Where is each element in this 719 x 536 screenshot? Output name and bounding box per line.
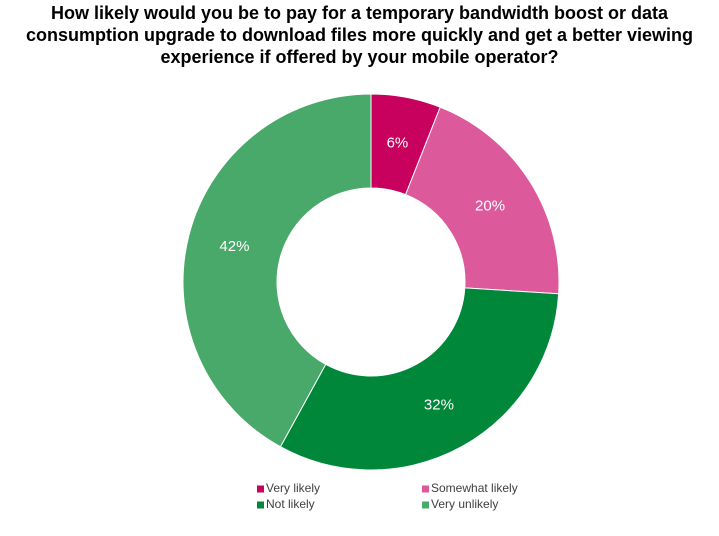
chart-title: How likely would you be to pay for a tem…	[25, 3, 694, 67]
legend-swatch	[257, 485, 264, 493]
legend-label: Very unlikely	[431, 497, 498, 511]
legend-label: Somewhat likely	[431, 481, 518, 495]
legend-swatch	[422, 501, 429, 509]
legend-label: Not likely	[266, 497, 315, 511]
donut-slice	[182, 93, 372, 448]
data-label: 32%	[424, 397, 454, 414]
legend-label: Very likely	[266, 481, 320, 495]
legend-swatch	[257, 501, 264, 509]
data-label: 20%	[475, 197, 505, 214]
donut-slice	[404, 106, 560, 295]
data-label: 6%	[387, 134, 409, 151]
data-label: 42%	[219, 238, 249, 255]
donut-slice	[279, 287, 560, 471]
legend-swatch	[422, 485, 429, 493]
